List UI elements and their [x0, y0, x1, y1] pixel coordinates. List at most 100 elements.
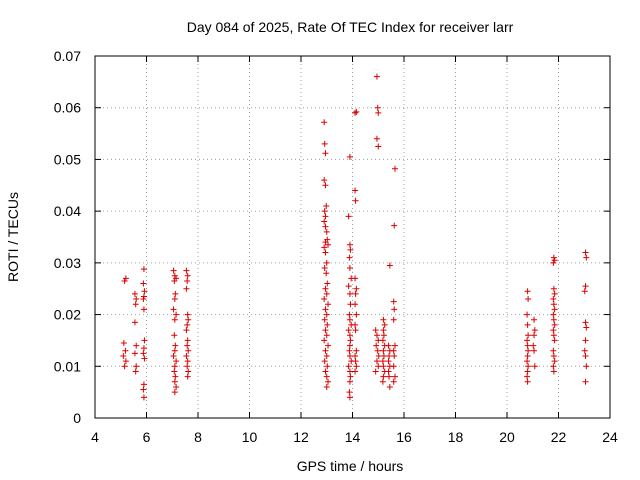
- data-point: [582, 249, 589, 256]
- data-point: [352, 352, 359, 359]
- data-point: [323, 290, 330, 297]
- data-point: [321, 337, 328, 344]
- data-point: [122, 275, 129, 282]
- data-point: [352, 301, 359, 308]
- data-point: [325, 342, 332, 349]
- x-tick-label: 24: [602, 429, 618, 445]
- x-tick-label: 4: [91, 429, 99, 445]
- data-point: [346, 394, 353, 401]
- data-point: [171, 363, 178, 370]
- data-point: [385, 358, 392, 365]
- data-point: [173, 383, 180, 390]
- data-point: [172, 342, 179, 349]
- data-point: [345, 327, 352, 334]
- data-point: [524, 311, 531, 318]
- data-point: [184, 373, 191, 380]
- data-point: [531, 363, 538, 370]
- data-point: [184, 311, 191, 318]
- data-point: [121, 277, 128, 284]
- data-point: [322, 368, 329, 375]
- data-point: [352, 358, 359, 365]
- data-point: [582, 337, 589, 344]
- data-point: [321, 218, 328, 225]
- data-point: [374, 104, 381, 111]
- data-point: [184, 272, 191, 279]
- data-point: [352, 109, 359, 116]
- data-point: [524, 321, 531, 328]
- data-point: [375, 143, 382, 150]
- data-point: [352, 327, 359, 334]
- data-point: [185, 316, 192, 323]
- data-point: [122, 358, 129, 365]
- data-point: [379, 358, 386, 365]
- data-point: [171, 378, 178, 385]
- data-point: [380, 363, 387, 370]
- data-point: [347, 337, 354, 344]
- data-point: [551, 321, 558, 328]
- data-point: [322, 327, 329, 334]
- data-point: [140, 293, 147, 300]
- data-point: [346, 290, 353, 297]
- data-point: [120, 340, 127, 347]
- data-point: [524, 342, 531, 349]
- data-point: [323, 332, 330, 339]
- data-point: [524, 378, 531, 385]
- data-point: [347, 373, 354, 380]
- data-point: [531, 347, 538, 354]
- data-point: [323, 228, 330, 235]
- data-point: [525, 332, 532, 339]
- x-tick-label: 16: [396, 429, 412, 445]
- data-point: [550, 259, 557, 266]
- data-point: [131, 319, 138, 326]
- data-point: [184, 277, 191, 284]
- x-tick-label: 22: [551, 429, 567, 445]
- data-point: [525, 363, 532, 370]
- data-point: [524, 337, 531, 344]
- data-point: [531, 316, 538, 323]
- data-point: [525, 296, 532, 303]
- data-point: [322, 249, 329, 256]
- axis-ticks: 4 6 8 10 12 14 16 18 20 22 24 0 0.01 0.02 0.03 0.04 0.05…: [54, 48, 618, 445]
- data-point: [524, 373, 531, 380]
- data-point: [321, 208, 328, 215]
- data-point: [353, 347, 360, 354]
- data-point: [550, 301, 557, 308]
- data-point: [184, 342, 191, 349]
- data-point: [171, 316, 178, 323]
- data-point: [352, 187, 359, 194]
- data-point: [321, 296, 328, 303]
- y-tick-label: 0.01: [54, 358, 81, 374]
- data-point: [346, 368, 353, 375]
- data-point: [183, 267, 190, 274]
- data-point: [390, 347, 397, 354]
- data-point: [582, 378, 589, 385]
- y-tick-label: 0.02: [54, 307, 81, 323]
- data-point: [324, 280, 331, 287]
- data-point: [380, 352, 387, 359]
- data-point: [373, 73, 380, 80]
- data-point: [550, 254, 557, 261]
- data-point: [346, 241, 353, 248]
- data-point: [322, 285, 329, 292]
- data-point: [385, 368, 392, 375]
- data-point: [321, 244, 328, 251]
- data-point: [380, 332, 387, 339]
- data-point: [353, 363, 360, 370]
- data-point: [321, 316, 328, 323]
- data-point: [582, 352, 589, 359]
- data-point: [140, 386, 147, 393]
- data-point: [140, 345, 147, 352]
- data-point: [323, 352, 330, 359]
- data-point: [352, 275, 359, 282]
- data-point: [323, 311, 330, 318]
- data-point: [346, 265, 353, 272]
- data-point: [322, 150, 329, 157]
- y-tick-label: 0: [73, 410, 81, 426]
- data-points: [120, 73, 590, 401]
- data-point: [184, 321, 191, 328]
- data-point: [386, 262, 393, 269]
- y-tick-label: 0.03: [54, 255, 81, 271]
- data-point: [386, 383, 393, 390]
- data-point: [321, 177, 328, 184]
